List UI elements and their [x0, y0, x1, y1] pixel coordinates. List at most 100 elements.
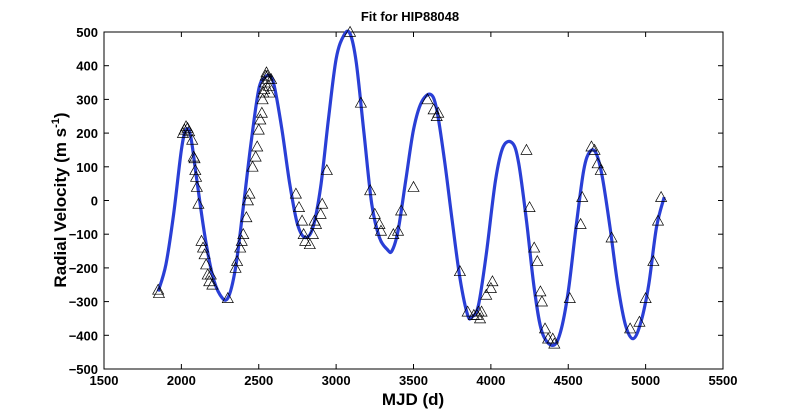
fit-curve	[156, 29, 666, 348]
observation-point	[251, 140, 264, 152]
observation-point	[295, 214, 309, 226]
observation-point	[254, 113, 267, 125]
y-axis-label-close: )	[51, 112, 70, 118]
observation-point	[186, 133, 199, 145]
observation-point	[633, 315, 646, 327]
observation-point	[152, 283, 165, 295]
observation-point	[407, 180, 420, 192]
observation-point	[453, 265, 467, 277]
observation-point	[647, 254, 660, 266]
observation-point	[230, 254, 244, 266]
observation-point	[198, 248, 211, 260]
x-tick-label: 3500	[399, 373, 428, 388]
observation-point	[229, 261, 242, 273]
observation-point	[179, 120, 193, 132]
x-axis-label: MJD (d)	[382, 390, 444, 409]
x-tick-label: 5500	[709, 373, 738, 388]
observation-point	[188, 152, 201, 164]
y-tick-label: −400	[69, 328, 98, 343]
observation-point	[206, 278, 219, 290]
observation-point	[263, 86, 276, 98]
observation-point	[585, 140, 598, 152]
observation-point	[316, 197, 329, 209]
y-tick-label: 200	[76, 126, 98, 141]
fit-curve-layer	[156, 29, 666, 348]
observation-point	[235, 234, 248, 246]
y-tick-label: 500	[76, 25, 98, 40]
observation-point	[237, 227, 250, 239]
observation-point	[265, 72, 278, 84]
observation-point	[480, 288, 493, 300]
y-tick-label: 400	[76, 59, 98, 74]
observation-point	[548, 337, 561, 349]
observation-point	[309, 217, 323, 229]
observation-markers	[152, 25, 668, 349]
y-tick-label: 0	[91, 194, 98, 209]
x-axis-ticks: 1500 2000 2500 3000 3500 4000 4500 5000 5500	[90, 32, 738, 388]
observation-point	[563, 292, 576, 303]
observation-point	[240, 211, 253, 223]
observation-point	[427, 103, 440, 115]
observation-point	[535, 295, 549, 307]
observation-point	[531, 254, 544, 266]
y-tick-label: −300	[69, 295, 98, 310]
observation-point	[624, 322, 637, 334]
observation-point	[190, 180, 203, 192]
observation-point	[189, 163, 202, 175]
observation-point	[475, 305, 488, 317]
observation-point	[639, 292, 652, 303]
observation-point	[243, 187, 256, 199]
observation-point	[204, 268, 217, 280]
observation-point	[591, 157, 604, 169]
y-tick-label: −500	[69, 362, 98, 377]
observation-point	[461, 305, 474, 317]
observation-point	[546, 332, 559, 344]
observation-point	[594, 163, 607, 175]
observation-point	[152, 286, 166, 298]
observation-point	[520, 143, 533, 155]
observation-point	[320, 163, 333, 175]
observation-point	[221, 292, 234, 303]
observation-point	[289, 187, 302, 199]
observation-point	[576, 190, 589, 202]
plot-area	[103, 25, 724, 370]
x-tick-label: 1500	[90, 373, 119, 388]
observation-point	[368, 207, 381, 219]
y-tick-label: −200	[69, 261, 98, 276]
y-axis-ticks: −500 −400 −300 −200 −100 0 100 200 300 400 500	[69, 25, 723, 377]
observation-point	[374, 224, 388, 236]
observation-point	[534, 285, 547, 297]
observation-point	[258, 83, 271, 95]
observation-point	[651, 214, 665, 226]
observation-point	[246, 160, 259, 172]
observation-point	[364, 184, 377, 196]
y-axis-label-exponent: -1	[50, 118, 62, 128]
x-tick-label: 2500	[244, 373, 273, 388]
observation-point	[354, 96, 367, 108]
x-tick-label: 3000	[322, 373, 351, 388]
y-tick-label: 300	[76, 92, 98, 107]
observation-point	[256, 93, 269, 105]
observation-point	[473, 312, 487, 324]
observation-point	[252, 123, 265, 135]
observation-point	[432, 106, 445, 118]
observation-point	[255, 106, 268, 118]
observation-point	[183, 125, 196, 137]
observation-point	[343, 25, 357, 37]
observation-point	[486, 275, 499, 287]
observation-point	[203, 275, 216, 287]
y-tick-label: 100	[76, 160, 98, 175]
observation-point	[192, 197, 205, 209]
y-axis-label-main: Radial Velocity (m s	[51, 128, 70, 288]
observation-point	[655, 190, 668, 202]
observation-point	[189, 170, 203, 182]
observation-point	[249, 150, 262, 162]
observation-point	[387, 227, 400, 239]
observation-point	[391, 224, 405, 236]
x-tick-label: 5000	[631, 373, 660, 388]
observation-point	[605, 231, 618, 243]
observation-point	[538, 322, 552, 334]
observation-point	[523, 201, 536, 212]
y-axis-label: Radial Velocity (m s-1)	[50, 112, 70, 287]
